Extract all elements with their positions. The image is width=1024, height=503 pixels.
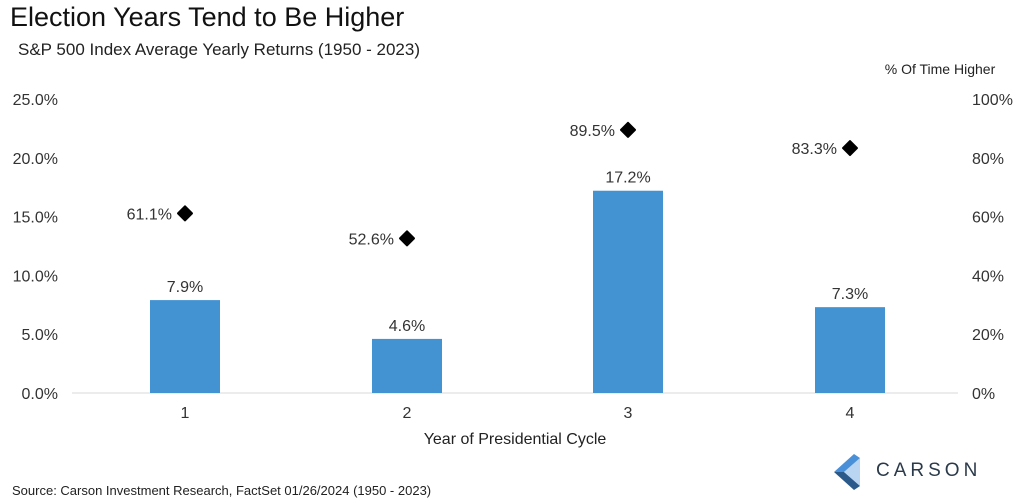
y-tick-label: 25.0%: [13, 92, 58, 109]
y2-tick-label: 40%: [972, 268, 1004, 285]
bar-value-label: 4.6%: [389, 318, 425, 335]
bar-value-label: 17.2%: [605, 170, 650, 187]
diamond-marker: [177, 205, 193, 222]
carson-logo-text: CARSON: [876, 460, 982, 481]
source-note: Source: Carson Investment Research, Fact…: [12, 483, 432, 498]
y-tick-label: 0.0%: [22, 386, 58, 403]
diamond-marker: [842, 140, 858, 157]
x-tick-label: 1: [181, 405, 190, 422]
y-axis-right: 0% 20% 40% 60% 80% 100%: [972, 92, 1013, 403]
bar: [372, 338, 442, 393]
y-tick-label: 20.0%: [13, 151, 58, 168]
diamond-marker: [399, 230, 415, 247]
bar: [593, 190, 663, 393]
bar: [150, 300, 220, 393]
carson-logo-icon: [834, 454, 860, 490]
bar-value-label: 7.9%: [167, 279, 203, 296]
y2-tick-label: 100%: [972, 92, 1013, 109]
diamond-marker: [620, 121, 636, 138]
y-axis-left: 0.0% 5.0% 10.0% 15.0% 20.0% 25.0%: [13, 92, 58, 403]
y-tick-label: 10.0%: [13, 268, 58, 285]
bar-series: [150, 190, 885, 393]
y2-tick-label: 80%: [972, 151, 1004, 168]
x-tick-label: 2: [403, 405, 412, 422]
chart-title: Election Years Tend to Be Higher: [10, 2, 405, 32]
marker-value-label: 89.5%: [570, 123, 615, 140]
marker-value-label: 52.6%: [349, 231, 394, 248]
y2-axis-title: % Of Time Higher: [885, 61, 996, 77]
chart-subtitle: S&P 500 Index Average Yearly Returns (19…: [18, 40, 420, 59]
y2-tick-label: 0%: [972, 386, 995, 403]
x-tick-label: 4: [846, 405, 855, 422]
x-axis: 1 2 3 4: [181, 405, 855, 422]
x-tick-label: 3: [624, 405, 633, 422]
y-tick-label: 15.0%: [13, 210, 58, 227]
carson-logo: CARSON: [830, 450, 1000, 490]
percent-higher-series: [177, 121, 858, 247]
percent-higher-labels: 61.1% 52.6% 89.5% 83.3%: [127, 123, 837, 248]
bar-value-label: 7.3%: [832, 286, 868, 303]
bar: [815, 307, 885, 393]
y2-tick-label: 20%: [972, 327, 1004, 344]
marker-value-label: 61.1%: [127, 206, 172, 223]
x-axis-title: Year of Presidential Cycle: [424, 431, 607, 448]
y-tick-label: 5.0%: [22, 327, 58, 344]
marker-value-label: 83.3%: [792, 141, 837, 158]
y2-tick-label: 60%: [972, 210, 1004, 227]
bar-value-labels: 7.9% 4.6% 17.2% 7.3%: [167, 170, 868, 335]
